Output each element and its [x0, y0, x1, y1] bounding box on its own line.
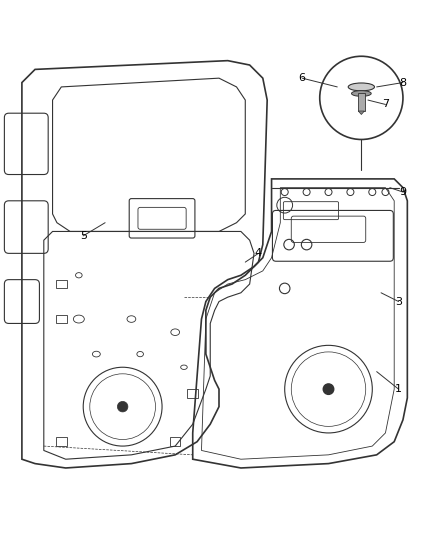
Text: 5: 5 [80, 231, 87, 241]
Circle shape [117, 401, 128, 412]
Text: 4: 4 [255, 248, 262, 259]
Polygon shape [358, 111, 364, 115]
Text: 3: 3 [395, 296, 402, 306]
Text: 9: 9 [399, 187, 406, 197]
FancyBboxPatch shape [358, 93, 365, 111]
Text: 1: 1 [395, 384, 402, 394]
Text: 8: 8 [399, 77, 406, 87]
Circle shape [323, 384, 334, 394]
Ellipse shape [348, 83, 374, 91]
Text: 6: 6 [299, 73, 306, 83]
Ellipse shape [351, 91, 371, 96]
Text: 7: 7 [382, 100, 389, 109]
